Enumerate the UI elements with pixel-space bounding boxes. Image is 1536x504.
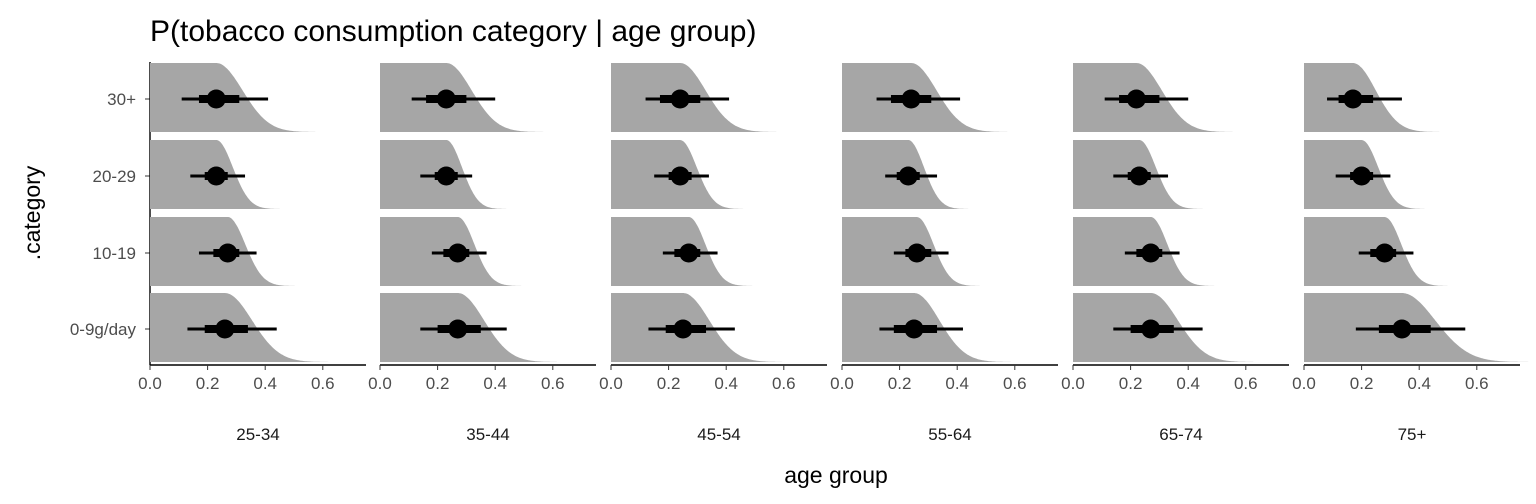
- median-point: [1392, 319, 1412, 339]
- median-point: [448, 243, 468, 263]
- facet-panel-65-74: 0.0 0.2 0.4 0.6 65-74: [1061, 63, 1289, 444]
- facet-panel-25-34: 0.0 0.2 0.4 0.6 25-34: [138, 63, 366, 444]
- x-tick-label: 0.4: [253, 374, 277, 393]
- x-tick-label: 0.0: [1292, 374, 1316, 393]
- x-tick-label: 0.0: [599, 374, 623, 393]
- x-tick-label: 0.6: [541, 374, 565, 393]
- facet-panel-35-44: 0.0 0.2 0.4 0.6 35-44: [368, 63, 596, 444]
- y-tick-label: 30+: [107, 90, 136, 109]
- x-tick-label: 0.0: [368, 374, 392, 393]
- chart-title: P(tobacco consumption category | age gro…: [150, 15, 756, 48]
- median-point: [1126, 89, 1146, 109]
- density-slab: [1304, 63, 1466, 132]
- median-point: [670, 89, 690, 109]
- median-point: [1141, 243, 1161, 263]
- median-point: [1343, 89, 1363, 109]
- facet-label: 35-44: [466, 425, 509, 444]
- x-tick-label: 0.6: [1003, 374, 1027, 393]
- x-tick-label: 0.6: [1465, 374, 1489, 393]
- y-axis-title: .category: [19, 165, 45, 260]
- median-point: [898, 166, 918, 186]
- x-tick-label: 0.2: [196, 374, 220, 393]
- y-tick-label: 0-9g/day: [70, 320, 137, 339]
- median-point: [215, 319, 235, 339]
- x-axis-title: age group: [784, 462, 888, 488]
- x-tick-label: 0.4: [1176, 374, 1200, 393]
- x-tick-label: 0.6: [772, 374, 796, 393]
- median-point: [679, 243, 699, 263]
- median-point: [907, 243, 927, 263]
- median-point: [436, 166, 456, 186]
- facet-label: 75+: [1398, 425, 1427, 444]
- x-tick-label: 0.4: [945, 374, 969, 393]
- x-tick-label: 0.6: [1234, 374, 1258, 393]
- median-point: [206, 166, 226, 186]
- median-point: [1141, 319, 1161, 339]
- median-point: [436, 89, 456, 109]
- x-tick-label: 0.2: [888, 374, 912, 393]
- median-point: [1129, 166, 1149, 186]
- median-point: [673, 319, 693, 339]
- median-point: [1352, 166, 1372, 186]
- facet-panel-75+: 0.0 0.2 0.4 0.6 75+: [1292, 63, 1536, 444]
- y-tick-label: 20-29: [93, 167, 136, 186]
- x-tick-label: 0.0: [1061, 374, 1085, 393]
- median-point: [904, 319, 924, 339]
- facet-label: 55-64: [928, 425, 971, 444]
- x-tick-label: 0.0: [138, 374, 162, 393]
- x-tick-label: 0.4: [483, 374, 507, 393]
- x-tick-label: 0.2: [1119, 374, 1143, 393]
- median-point: [670, 166, 690, 186]
- x-tick-label: 0.6: [311, 374, 335, 393]
- x-tick-label: 0.4: [714, 374, 738, 393]
- median-point: [448, 319, 468, 339]
- facet-label: 25-34: [236, 425, 279, 444]
- median-point: [206, 89, 226, 109]
- median-point: [901, 89, 921, 109]
- facet-label: 65-74: [1159, 425, 1202, 444]
- x-tick-label: 0.2: [1350, 374, 1374, 393]
- x-tick-label: 0.0: [830, 374, 854, 393]
- median-point: [218, 243, 238, 263]
- x-tick-label: 0.4: [1407, 374, 1431, 393]
- facet-panel-55-64: 0.0 0.2 0.4 0.6 55-64: [830, 63, 1058, 444]
- x-tick-label: 0.2: [657, 374, 681, 393]
- y-tick-label: 10-19: [93, 244, 136, 263]
- median-point: [1375, 243, 1395, 263]
- facet-panel-45-54: 0.0 0.2 0.4 0.6 45-54: [599, 63, 827, 444]
- x-tick-label: 0.2: [426, 374, 450, 393]
- facet-label: 45-54: [697, 425, 740, 444]
